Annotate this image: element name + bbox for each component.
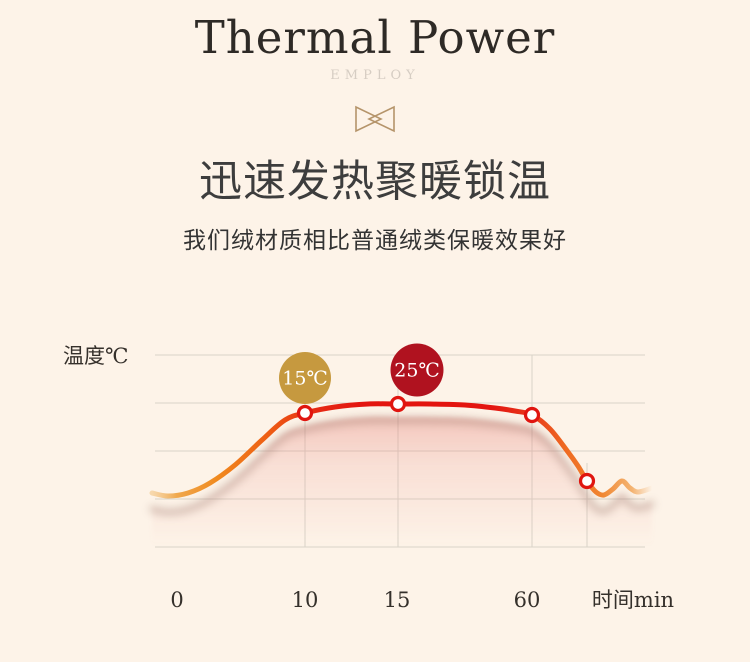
chart-section: 15℃ 25℃ 0 10 15 60 时间min 温度℃	[0, 330, 750, 630]
cn-subheading: 我们绒材质相比普通绒类保暖效果好	[183, 227, 567, 253]
badge-circle	[279, 352, 331, 404]
badge-label: 25℃	[394, 360, 439, 382]
y-axis-title: 温度℃	[63, 344, 129, 368]
cn-heading: 迅速发热聚暖锁温	[199, 157, 551, 207]
bowtie-icon	[0, 105, 750, 138]
badge-circle	[390, 343, 444, 397]
value-badge: 15℃	[279, 352, 331, 404]
x-axis-label: 0	[170, 588, 183, 612]
data-point	[523, 406, 541, 424]
badge-label: 15℃	[282, 368, 327, 390]
data-point	[578, 472, 596, 490]
eyebrow-label: EMPLOY	[330, 68, 420, 83]
bowtie-icon-svg	[355, 105, 395, 133]
thermal-chart-svg: 15℃ 25℃ 0 10 15 60 时间min 温度℃	[63, 343, 674, 612]
page-title: Thermal Power	[194, 11, 556, 64]
data-point	[389, 395, 407, 413]
x-axis-label: 15	[384, 588, 411, 612]
x-axis-label: 10	[292, 588, 319, 612]
data-point	[296, 404, 314, 422]
x-axis-label: 时间min	[592, 588, 674, 612]
curve-area-fill	[152, 416, 652, 548]
temperature-curve	[149, 401, 655, 499]
value-badge: 25℃	[390, 343, 444, 397]
x-axis-label: 60	[514, 588, 541, 612]
curve-shadow	[149, 417, 655, 515]
